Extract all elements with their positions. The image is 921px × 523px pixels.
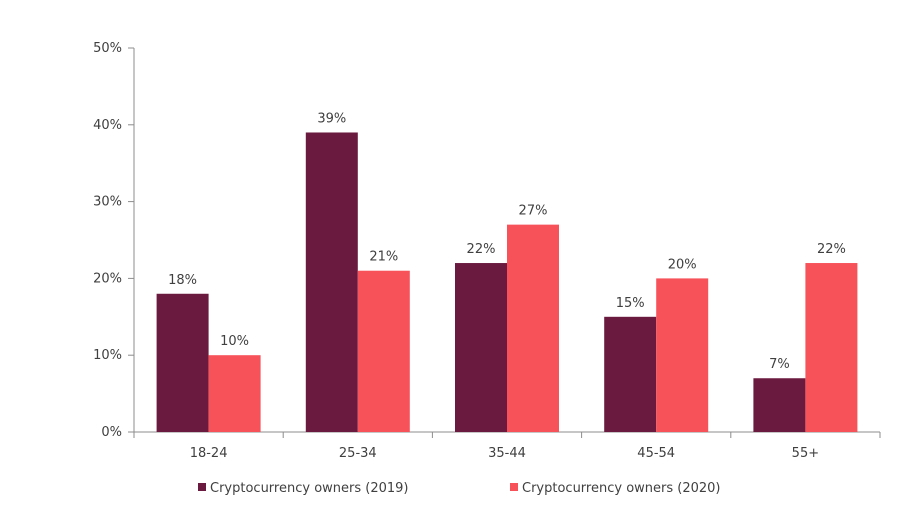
legend-swatch: [198, 483, 206, 491]
bar-2019: [455, 263, 507, 432]
data-label: 18%: [168, 273, 197, 288]
legend: Cryptocurrency owners (2019) Cryptocurren…: [198, 481, 721, 496]
data-label: 21%: [369, 250, 398, 265]
data-label: 22%: [817, 242, 846, 257]
data-label: 15%: [616, 296, 645, 311]
x-tick-label: 35-44: [488, 446, 526, 461]
y-axis: 0% 10% 20% 30% 40% 50%: [93, 41, 135, 440]
x-tick-label: 45-54: [637, 446, 675, 461]
y-tick-label: 30%: [93, 195, 122, 210]
data-labels: 18% 39% 22% 15% 7% 10% 21% 27% 20% 22%: [168, 111, 846, 372]
data-label: 27%: [519, 204, 548, 219]
legend-label: Cryptocurrency owners (2019): [210, 481, 409, 496]
x-axis: 18-24 25-34 35-44 45-54 55+: [133, 431, 881, 461]
y-tick-label: 10%: [93, 348, 122, 363]
x-tick-label: 55+: [792, 446, 819, 461]
data-label: 22%: [467, 242, 496, 257]
y-tick-label: 0%: [101, 425, 122, 440]
bar-2019: [305, 132, 358, 433]
x-tick-label: 18-24: [190, 446, 228, 461]
bar-2019: [753, 378, 806, 432]
data-label: 20%: [668, 257, 697, 272]
bar-2019: [156, 293, 209, 432]
legend-label: Cryptocurrency owners (2020): [522, 481, 721, 496]
bar-2020: [805, 263, 858, 432]
bar-2019: [604, 316, 657, 432]
y-tick-label: 20%: [93, 271, 122, 286]
bar-2020: [507, 224, 559, 432]
bar-2020: [357, 270, 410, 432]
bar-2020: [656, 278, 709, 432]
data-label: 10%: [220, 334, 249, 349]
legend-swatch: [510, 483, 518, 491]
y-tick-label: 40%: [93, 118, 122, 133]
x-tick-label: 25-34: [339, 446, 377, 461]
bar-2020: [208, 355, 261, 432]
y-tick-label: 50%: [93, 41, 122, 56]
data-label: 39%: [317, 111, 346, 126]
bars: [156, 132, 858, 433]
data-label: 7%: [769, 357, 790, 372]
